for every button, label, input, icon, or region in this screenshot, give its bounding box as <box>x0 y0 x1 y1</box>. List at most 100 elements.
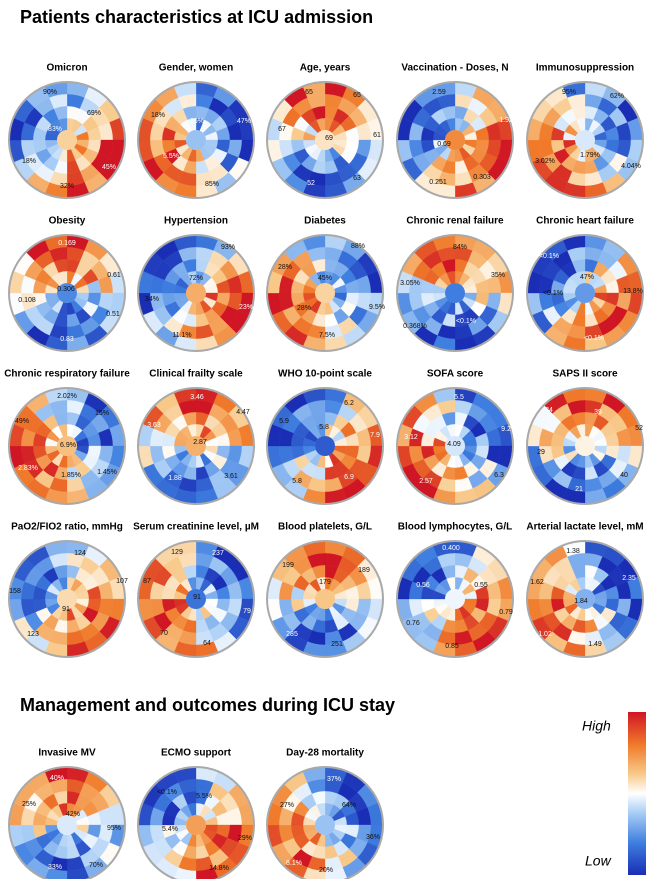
value-label: 16% <box>190 118 204 125</box>
value-label: 0.79 <box>499 609 513 616</box>
hub <box>575 130 595 150</box>
value-label: <0.1% <box>539 253 559 260</box>
segment <box>324 867 348 879</box>
value-label: 40% <box>50 775 64 782</box>
ring-chart: Chronic renal failure 84% 35% 3.05% 0.368% <0… <box>396 216 514 352</box>
hub <box>186 130 206 150</box>
panel-title: Day-28 mortality <box>286 748 364 759</box>
value-label: 0.306 <box>57 286 75 293</box>
outline <box>526 540 644 658</box>
value-label: 0.55 <box>474 582 488 589</box>
value-label: 2.02% <box>57 393 77 400</box>
ring-chart: Blood lymphocytes, G/L 0.400 0.56 0.55 0.76 0… <box>396 522 514 658</box>
value-label: 45% <box>102 164 116 171</box>
value-label: 1.92 <box>499 117 513 124</box>
panel-title: Age, years <box>300 63 351 74</box>
value-label: 95% <box>562 89 576 96</box>
hub <box>575 283 595 303</box>
hub <box>57 815 77 835</box>
value-label: 1.49 <box>588 641 602 648</box>
ring-chart: PaO2/FIO2 ratio, mmHg 124 107 158 91 123 <box>8 522 128 658</box>
panel-title: Invasive MV <box>38 748 96 759</box>
value-label: 36% <box>366 834 380 841</box>
value-label: 107 <box>116 578 128 585</box>
value-label: 91 <box>193 594 201 601</box>
value-label: 0.56 <box>416 582 430 589</box>
value-label: 0.108 <box>18 297 36 304</box>
value-label: 47% <box>237 118 251 125</box>
hub <box>186 815 206 835</box>
value-label: 70 <box>160 630 168 637</box>
value-label: 158 <box>9 588 21 595</box>
outline <box>396 234 514 352</box>
value-label: 95% <box>107 825 121 832</box>
value-label: 1.79% <box>580 152 600 159</box>
value-label: 52 <box>307 180 315 187</box>
value-label: 84% <box>453 244 467 251</box>
outline <box>396 540 514 658</box>
value-label: 2.87 <box>193 439 207 446</box>
outline <box>8 387 126 505</box>
value-label: 251 <box>331 641 343 648</box>
hub <box>445 436 465 456</box>
outline <box>137 540 255 658</box>
value-label: 5.5% <box>196 793 212 800</box>
value-label: <0.1% <box>456 318 476 325</box>
value-label: 13.8% <box>623 288 643 295</box>
value-label: 62% <box>610 93 624 100</box>
value-label: 33% <box>48 864 62 871</box>
value-label: 3.46 <box>190 394 204 401</box>
ring-chart: SOFA score 5.5 9.2 3.12 4.09 6.3 2.57 <box>396 369 514 505</box>
outline <box>266 81 384 199</box>
value-label: 0.76 <box>406 620 420 627</box>
value-label: 32% <box>60 183 74 190</box>
value-label: 18% <box>151 112 165 119</box>
hub <box>445 130 465 150</box>
outline <box>266 766 384 879</box>
value-label: 124 <box>74 550 86 557</box>
outline <box>8 81 126 199</box>
outline <box>526 81 644 199</box>
value-label: 1.02 <box>538 631 552 638</box>
value-label: 93% <box>221 244 235 251</box>
value-label: <0.1% <box>157 789 177 796</box>
value-label: 3.05% <box>400 280 420 287</box>
ring-chart: Invasive MV 40% 25% 42% 95% 33% 70% <box>8 748 126 879</box>
value-label: 2.35 <box>622 575 636 582</box>
panel-title: ECMO support <box>161 748 232 759</box>
value-label: 79 <box>243 608 251 615</box>
value-label: 6.9% <box>60 442 76 449</box>
value-label: 42% <box>66 811 80 818</box>
value-label: 83% <box>48 126 62 133</box>
value-label: 4.47 <box>236 409 250 416</box>
value-label: 1.38 <box>566 548 580 555</box>
outline <box>8 540 126 658</box>
value-label: 70% <box>89 862 103 869</box>
value-label: 1.85% <box>61 472 81 479</box>
outline <box>137 81 255 199</box>
panel-title: Chronic renal failure <box>406 216 504 227</box>
hub <box>315 283 335 303</box>
value-label: <0.1% <box>584 335 604 342</box>
value-label: 14.8% <box>209 865 229 872</box>
outline <box>137 234 255 352</box>
hub <box>186 589 206 609</box>
value-label: 67 <box>278 126 286 133</box>
value-label: 88% <box>351 243 365 250</box>
ring-chart: Gender, women 18% 16% 47% 5.5% 85% <box>137 63 255 199</box>
panel-title: PaO2/FIO2 ratio, mmHg <box>11 522 123 533</box>
value-label: 7.5% <box>319 332 335 339</box>
ring-chart: Obesity 0.169 0.61 0.306 0.108 0.51 0.83 <box>8 216 126 352</box>
ring-chart: Age, years 65 65 67 69 61 63 52 <box>266 63 384 199</box>
value-label: 69 <box>325 135 333 142</box>
outline <box>526 387 644 505</box>
value-label: 69% <box>87 110 101 117</box>
value-label: 65 <box>305 89 313 96</box>
panel-title: Vaccination - Doses, N <box>401 63 508 74</box>
segment <box>195 867 219 879</box>
outline <box>266 387 384 505</box>
value-label: 29% <box>238 835 252 842</box>
value-label: 18% <box>22 158 36 165</box>
value-label: 40 <box>620 472 628 479</box>
